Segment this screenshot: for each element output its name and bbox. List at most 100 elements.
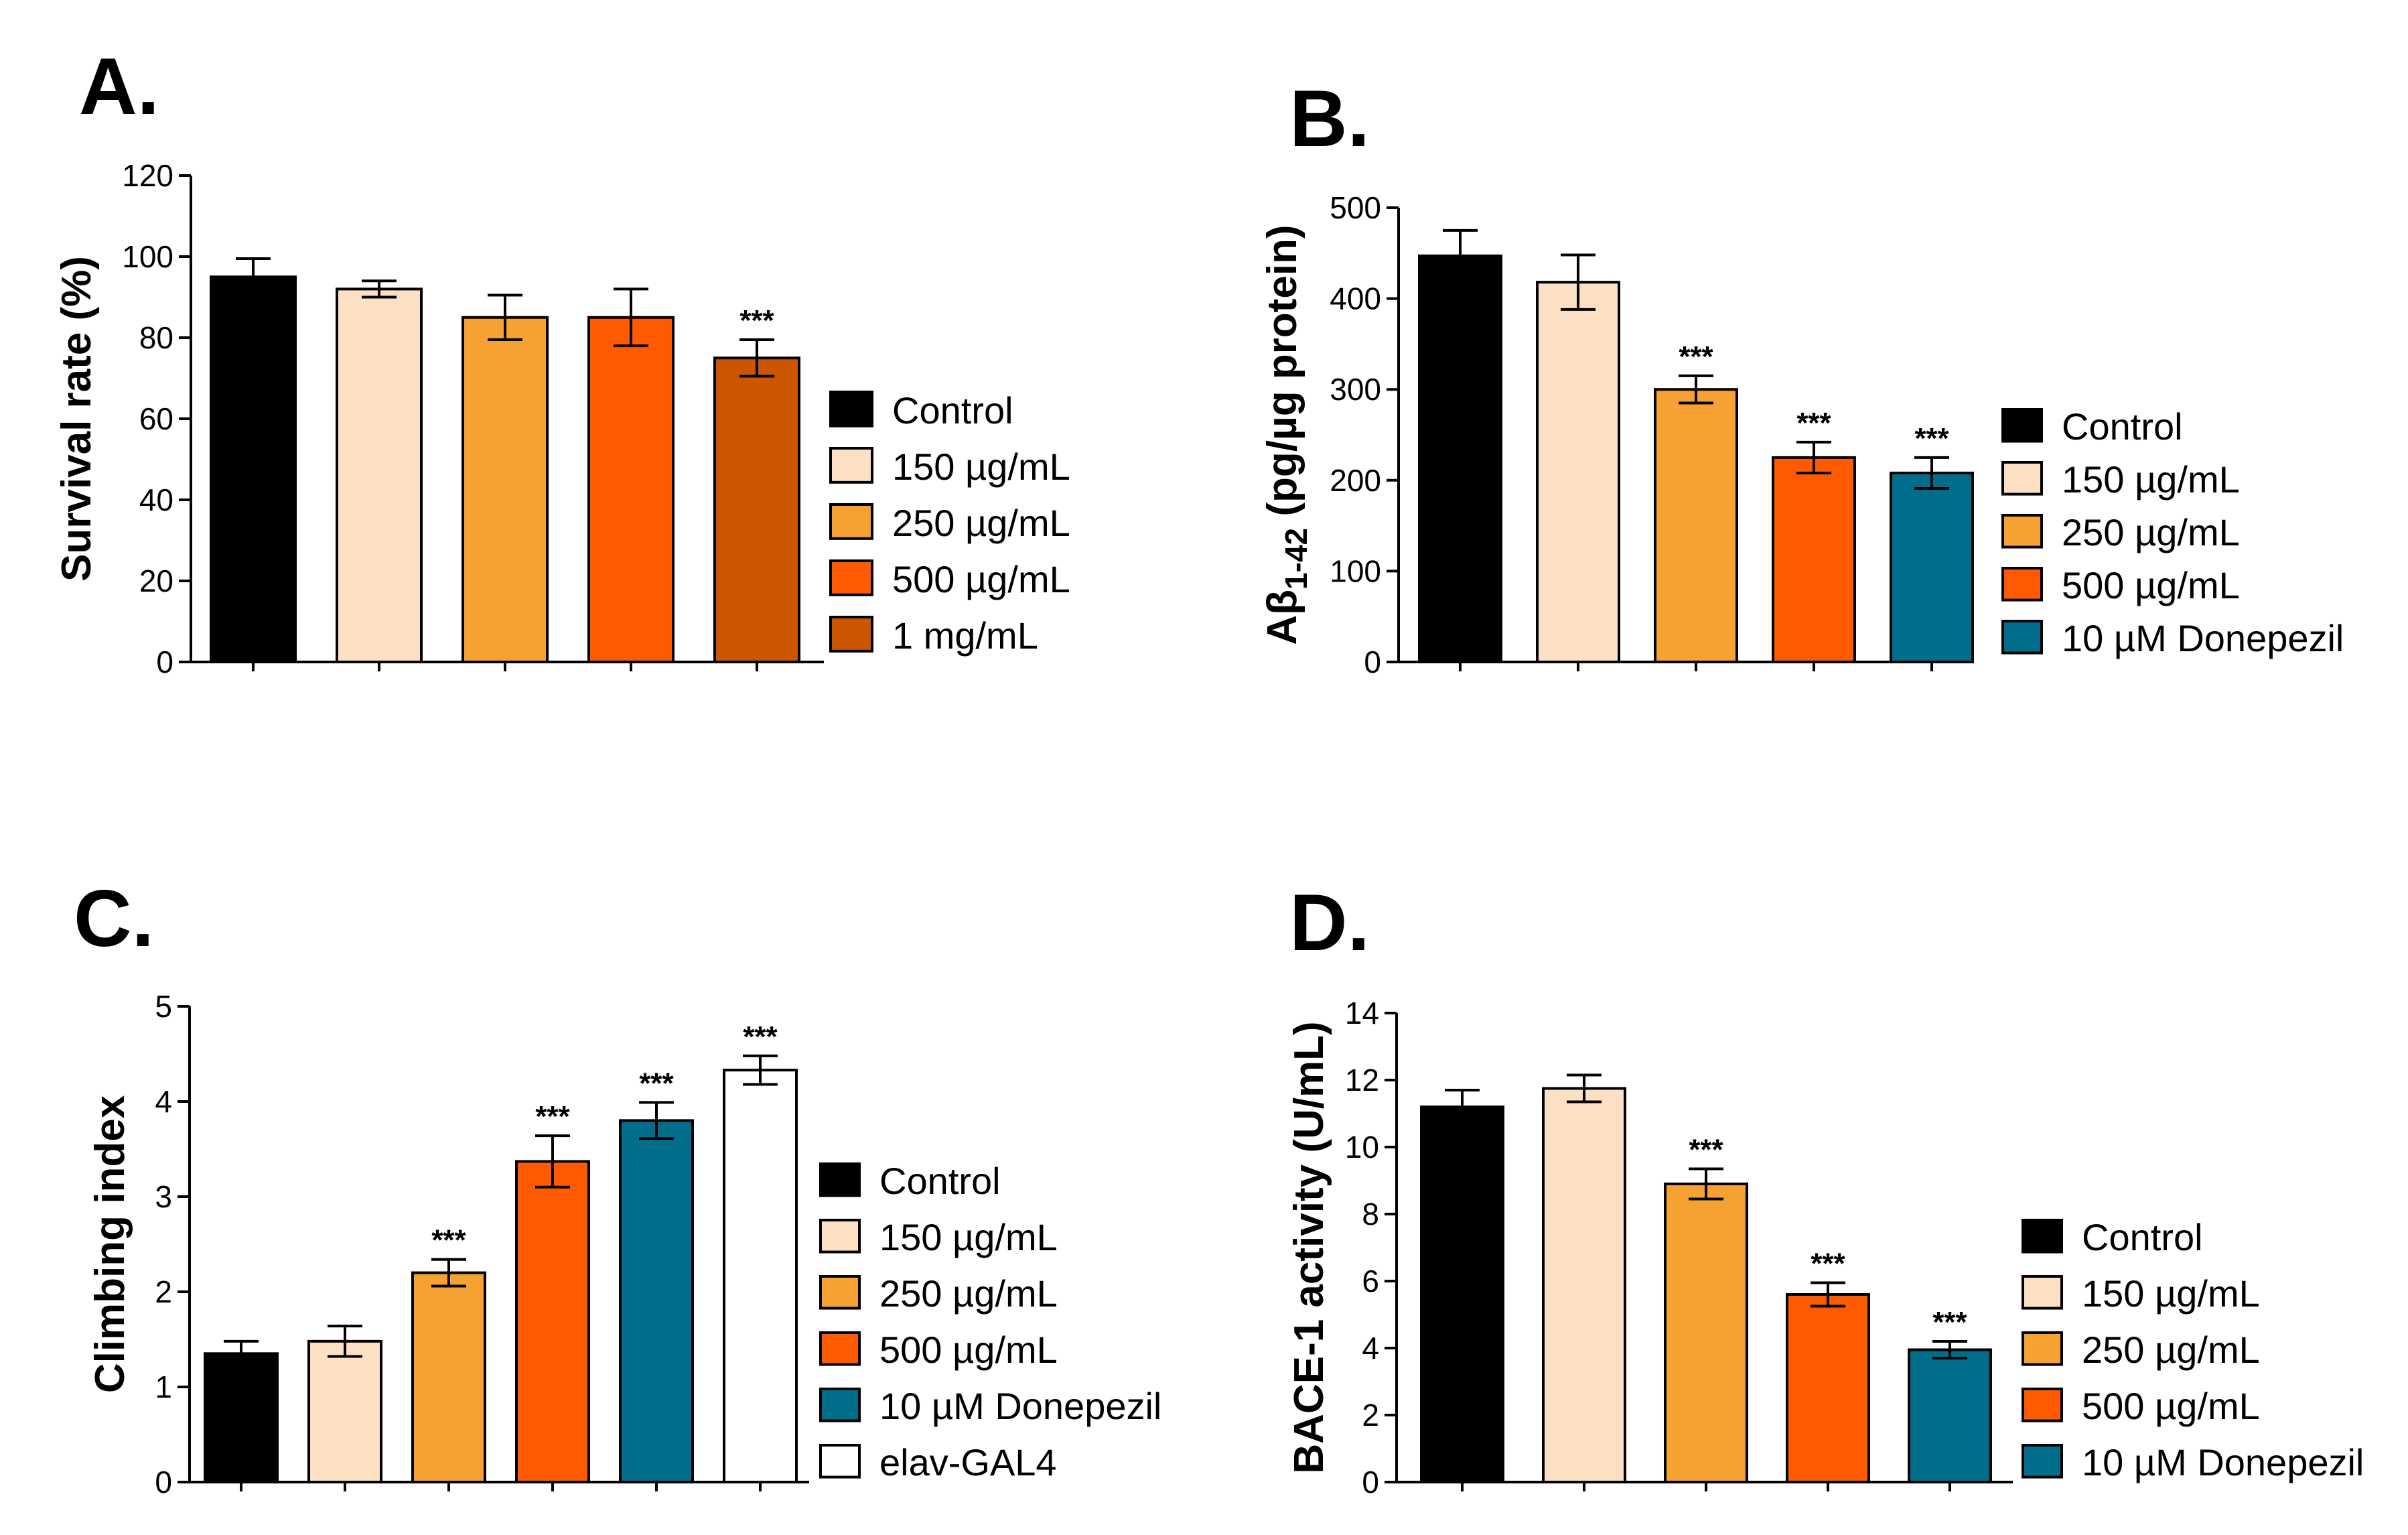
y-axis-title-subscript: 1-42: [1279, 528, 1314, 590]
significance-label: ***: [1679, 340, 1713, 373]
significance-label: ***: [431, 1224, 466, 1257]
y-axis-title-main: Aβ: [1259, 590, 1305, 645]
panel-a: A. 0 20 40 60 80 100 120 Survival rate (%) *** Con…: [54, 42, 1070, 679]
y-axis-title: Aβ1-42 (pg/µg protein): [1259, 224, 1314, 645]
legend-label: Control: [879, 1160, 1001, 1202]
legend-swatch: [819, 1219, 861, 1254]
bar: [1654, 388, 1738, 663]
y-tick-label: 100: [1330, 553, 1381, 588]
significance-label: ***: [739, 304, 774, 337]
y-tick-label: 100: [122, 239, 173, 274]
panel-letter: A.: [79, 42, 159, 131]
legend-label: 500 µg/mL: [892, 558, 1070, 600]
legend-swatch: [829, 616, 873, 653]
legend-label: 150 µg/mL: [2082, 1272, 2260, 1315]
legend-label: 10 µM Donepezil: [2062, 617, 2344, 659]
y-tick-label: 2: [1362, 1398, 1379, 1432]
legend-label: 500 µg/mL: [2062, 564, 2240, 606]
legend-label: 250 µg/mL: [2062, 511, 2240, 553]
legend-swatch: [829, 391, 873, 427]
panel-letter: C.: [74, 874, 154, 963]
panel-d: D. 0 2 4 6 8 10 12 14 BACE-1 activity (U/mL) *** **…: [1286, 878, 2364, 1499]
y-tick-label: 2: [155, 1274, 172, 1309]
significance-label: ***: [1914, 422, 1949, 455]
bar: [587, 316, 675, 663]
legend-label: 250 µg/mL: [892, 502, 1070, 544]
y-tick-label: 14: [1345, 996, 1379, 1030]
y-axis-title: Survival rate (%): [54, 256, 100, 582]
legend-swatch: [2001, 514, 2043, 549]
y-axis-title-units: (pg/µg protein): [1259, 224, 1305, 527]
y-tick-label: 1: [155, 1370, 172, 1404]
y-tick-label: 40: [139, 482, 173, 517]
y-tick-label: 6: [1362, 1264, 1379, 1298]
bar: [515, 1160, 590, 1483]
y-tick-label: 0: [1362, 1465, 1379, 1499]
significance-label: ***: [639, 1067, 674, 1099]
legend-label: 500 µg/mL: [879, 1329, 1058, 1371]
y-tick-label: 3: [155, 1179, 172, 1214]
significance-label: ***: [743, 1020, 778, 1053]
legend-swatch: [2001, 620, 2043, 655]
legend-label: 10 µM Donepezil: [879, 1385, 1161, 1427]
legend-swatch: [2022, 1331, 2063, 1366]
y-axis-title: BACE-1 activity (U/mL): [1286, 1021, 1332, 1473]
legend-swatch: [819, 1331, 861, 1366]
bar: [1908, 1348, 1992, 1483]
y-tick-label: 10: [1345, 1130, 1379, 1164]
legend-swatch: [2022, 1444, 2063, 1479]
legend-swatch: [829, 503, 873, 540]
significance-label: ***: [1811, 1248, 1845, 1280]
significance-label: ***: [1689, 1134, 1723, 1166]
y-tick-label: 12: [1345, 1063, 1379, 1097]
legend-swatch: [2022, 1219, 2063, 1254]
bar: [713, 356, 800, 663]
legend-swatch: [2001, 408, 2043, 443]
panel-letter: B.: [1289, 74, 1370, 163]
y-tick-label: 120: [122, 158, 173, 193]
legend-swatch: [2001, 461, 2043, 496]
bar: [204, 1352, 279, 1484]
bar: [1536, 281, 1620, 663]
legend-label: elav-GAL4: [879, 1441, 1057, 1483]
y-tick-label: 8: [1362, 1197, 1379, 1231]
significance-label: ***: [1932, 1306, 1967, 1339]
y-tick-label: 300: [1330, 372, 1381, 407]
bar: [1890, 471, 1974, 664]
y-tick-label: 60: [139, 401, 173, 436]
bar: [210, 275, 297, 663]
y-tick-label: 200: [1330, 463, 1381, 498]
panel-b: B. 0 100 200 300 400 500 Aβ1-42 (pg/µg protein)…: [1259, 74, 2344, 679]
y-tick-label: 20: [139, 563, 173, 598]
bar: [307, 1339, 382, 1483]
y-tick-label: 0: [156, 645, 173, 679]
bar: [462, 316, 549, 663]
bar: [723, 1069, 798, 1483]
legend-swatch: [2001, 567, 2043, 602]
legend-swatch: [829, 559, 873, 596]
panel-c: C. 0 1 2 3 4 5 Climbing index *** *** *** *** Contro…: [74, 874, 1161, 1499]
legend-swatch: [819, 1388, 861, 1422]
significance-label: ***: [1796, 407, 1831, 440]
legend-swatch: [819, 1275, 861, 1310]
significance-label: ***: [535, 1100, 570, 1133]
bar: [1420, 1106, 1504, 1483]
panel-letter: D.: [1289, 878, 1370, 967]
y-tick-label: 80: [139, 320, 173, 355]
legend-label: 150 µg/mL: [2062, 458, 2240, 500]
legend-label: Control: [2062, 405, 2183, 448]
bar: [1772, 456, 1856, 664]
legend-label: Control: [2082, 1216, 2203, 1258]
bar: [619, 1119, 694, 1483]
legend-label: Control: [892, 389, 1013, 431]
legend-label: 250 µg/mL: [2082, 1329, 2260, 1371]
bar: [1418, 254, 1502, 664]
y-tick-label: 5: [155, 989, 172, 1024]
bar: [1542, 1087, 1626, 1483]
legend-label: 1 mg/mL: [892, 614, 1038, 657]
legend-swatch: [819, 1162, 861, 1197]
legend-label: 150 µg/mL: [892, 446, 1070, 488]
legend-label: 150 µg/mL: [879, 1216, 1058, 1258]
y-axis-title: Climbing index: [87, 1095, 133, 1393]
